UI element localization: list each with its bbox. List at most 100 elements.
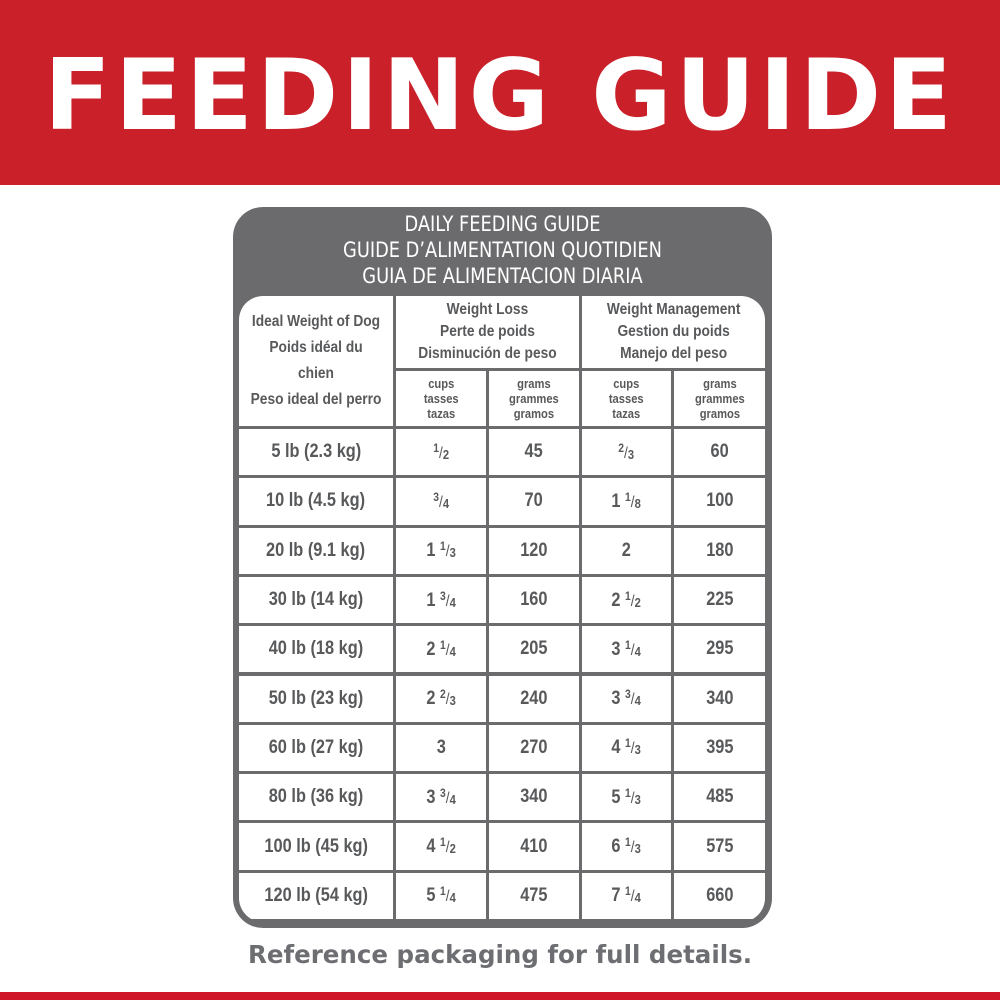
grams-value: 575: [705, 835, 734, 857]
cups-whole: 3: [611, 688, 621, 710]
weight-value: 60 lb (27 kg): [268, 736, 364, 758]
cups-whole: 7: [611, 885, 621, 907]
footnote: Reference packaging for full details.: [247, 940, 753, 969]
header-line: grams: [702, 376, 737, 391]
row-weight-label: 20 lb (9.1 kg): [239, 527, 393, 574]
unit-header-grams: grams grammes gramos: [674, 371, 765, 426]
grams-value: 340: [520, 786, 548, 808]
cups-whole: 4: [426, 836, 436, 858]
weight-value: 10 lb (4.5 kg): [266, 490, 366, 512]
weight-loss-header: Weight Loss Perte de poids Disminución de …: [396, 296, 579, 368]
fraction-slash: /: [445, 641, 450, 659]
header-line: cups: [427, 376, 455, 391]
header-line: Perte de poids: [440, 323, 535, 340]
fraction-denominator: 4: [449, 890, 456, 906]
fraction-slash: /: [445, 789, 450, 807]
fraction-numerator: 1: [625, 588, 632, 603]
grams-value: 240: [520, 687, 548, 709]
fraction-slash: /: [631, 641, 635, 659]
cell-mgmt-cups: 3 1/4: [582, 626, 671, 673]
row-weight-label: 30 lb (14 kg): [239, 576, 393, 624]
weight-column-header: Ideal Weight of Dog Poids idéal du chien P…: [239, 296, 393, 426]
unit-header-cups: cups tasses tazas: [582, 371, 671, 426]
cell-loss-cups: 1 3/4: [396, 576, 486, 624]
grams-value: 205: [520, 638, 548, 660]
cell-loss-grams: 240: [489, 675, 579, 722]
grams-value: 45: [524, 441, 544, 463]
header-line: Weight Management: [606, 301, 741, 318]
cups-whole: 2: [611, 589, 621, 611]
cups-whole: 3: [611, 638, 621, 660]
header-line: grammes: [509, 391, 559, 406]
weight-value: 50 lb (23 kg): [268, 687, 364, 709]
unit-header-grams: grams grammes gramos: [489, 371, 579, 426]
grams-value: 100: [705, 490, 734, 512]
grams-value: 475: [520, 884, 548, 906]
fraction-denominator: 4: [449, 791, 456, 807]
cell-loss-cups: 3/4: [396, 478, 486, 525]
header-line: Manejo del peso: [619, 345, 728, 362]
cell-mgmt-grams: 60: [674, 429, 765, 476]
cups-whole: 6: [611, 836, 621, 858]
cell-mgmt-grams: 295: [674, 626, 765, 673]
row-weight-label: 10 lb (4.5 kg): [239, 478, 393, 525]
row-weight-label: 5 lb (2.3 kg): [239, 429, 393, 476]
header-line: Peso ideal del perro: [250, 391, 382, 408]
row-weight-label: 40 lb (18 kg): [239, 626, 393, 673]
cups-whole: 2: [426, 638, 436, 660]
weight-value: 5 lb (2.3 kg): [271, 441, 361, 463]
cups-whole: 1: [426, 540, 436, 562]
cell-mgmt-cups: 7 1/4: [582, 872, 671, 919]
cell-loss-cups: 5 1/4: [396, 872, 486, 919]
header-line: grammes: [694, 391, 745, 406]
fraction-numerator: 1: [439, 539, 446, 554]
cell-mgmt-grams: 340: [674, 675, 765, 722]
cell-loss-grams: 70: [489, 478, 579, 525]
header-line: tazas: [426, 406, 455, 421]
cell-loss-cups: 3: [396, 724, 486, 772]
header-banner: FEEDING GUIDE: [0, 0, 1000, 185]
fraction-denominator: 3: [634, 742, 642, 758]
fraction-slash: /: [631, 740, 635, 758]
fraction-numerator: 1: [625, 835, 632, 850]
fraction-slash: /: [445, 543, 450, 561]
cell-mgmt-grams: 575: [674, 823, 765, 870]
fraction-slash: /: [438, 493, 443, 511]
grams-value: 340: [705, 687, 734, 709]
weight-value: 30 lb (14 kg): [268, 589, 364, 611]
fraction-numerator: 1: [439, 835, 446, 850]
fraction-numerator: 1: [625, 884, 632, 899]
cups-whole: 2: [621, 539, 632, 561]
panel-title-fr: GUIDE D’ALIMENTATION QUOTIDIEN: [343, 238, 662, 263]
unit-header-cups: cups tasses tazas: [396, 371, 486, 426]
cell-mgmt-cups: 4 1/3: [582, 724, 671, 772]
cell-loss-grams: 410: [489, 823, 579, 870]
cell-loss-grams: 160: [489, 576, 579, 624]
grams-value: 70: [524, 490, 544, 512]
row-weight-label: 60 lb (27 kg): [239, 724, 393, 772]
header-line: grams: [517, 376, 551, 391]
grams-value: 660: [705, 884, 734, 906]
weight-value: 20 lb (9.1 kg): [266, 539, 366, 561]
fraction-numerator: 1: [625, 637, 632, 652]
header-line: Disminución de peso: [418, 345, 557, 362]
cell-mgmt-grams: 100: [674, 478, 765, 525]
cell-loss-grams: 120: [489, 527, 579, 574]
fraction-slash: /: [445, 888, 450, 906]
fraction-slash: /: [438, 444, 443, 462]
grams-value: 160: [520, 589, 548, 611]
row-weight-label: 80 lb (36 kg): [239, 774, 393, 821]
fraction-denominator: 3: [449, 545, 456, 561]
fraction-slash: /: [445, 691, 450, 709]
header-line: Poids idéal du chien: [269, 339, 363, 382]
weight-value: 40 lb (18 kg): [268, 638, 364, 660]
weight-management-header: Weight Management Gestion du poids Manejo …: [582, 296, 765, 368]
fraction-slash: /: [631, 691, 635, 709]
header-line: tasses: [609, 391, 644, 406]
fraction-numerator: 1: [625, 489, 632, 504]
panel-title-en: DAILY FEEDING GUIDE: [404, 212, 601, 237]
cell-loss-cups: 1/2: [396, 429, 486, 476]
fraction-numerator: 1: [439, 637, 446, 652]
cups-whole: 5: [426, 885, 436, 907]
fraction-denominator: 3: [634, 841, 642, 857]
